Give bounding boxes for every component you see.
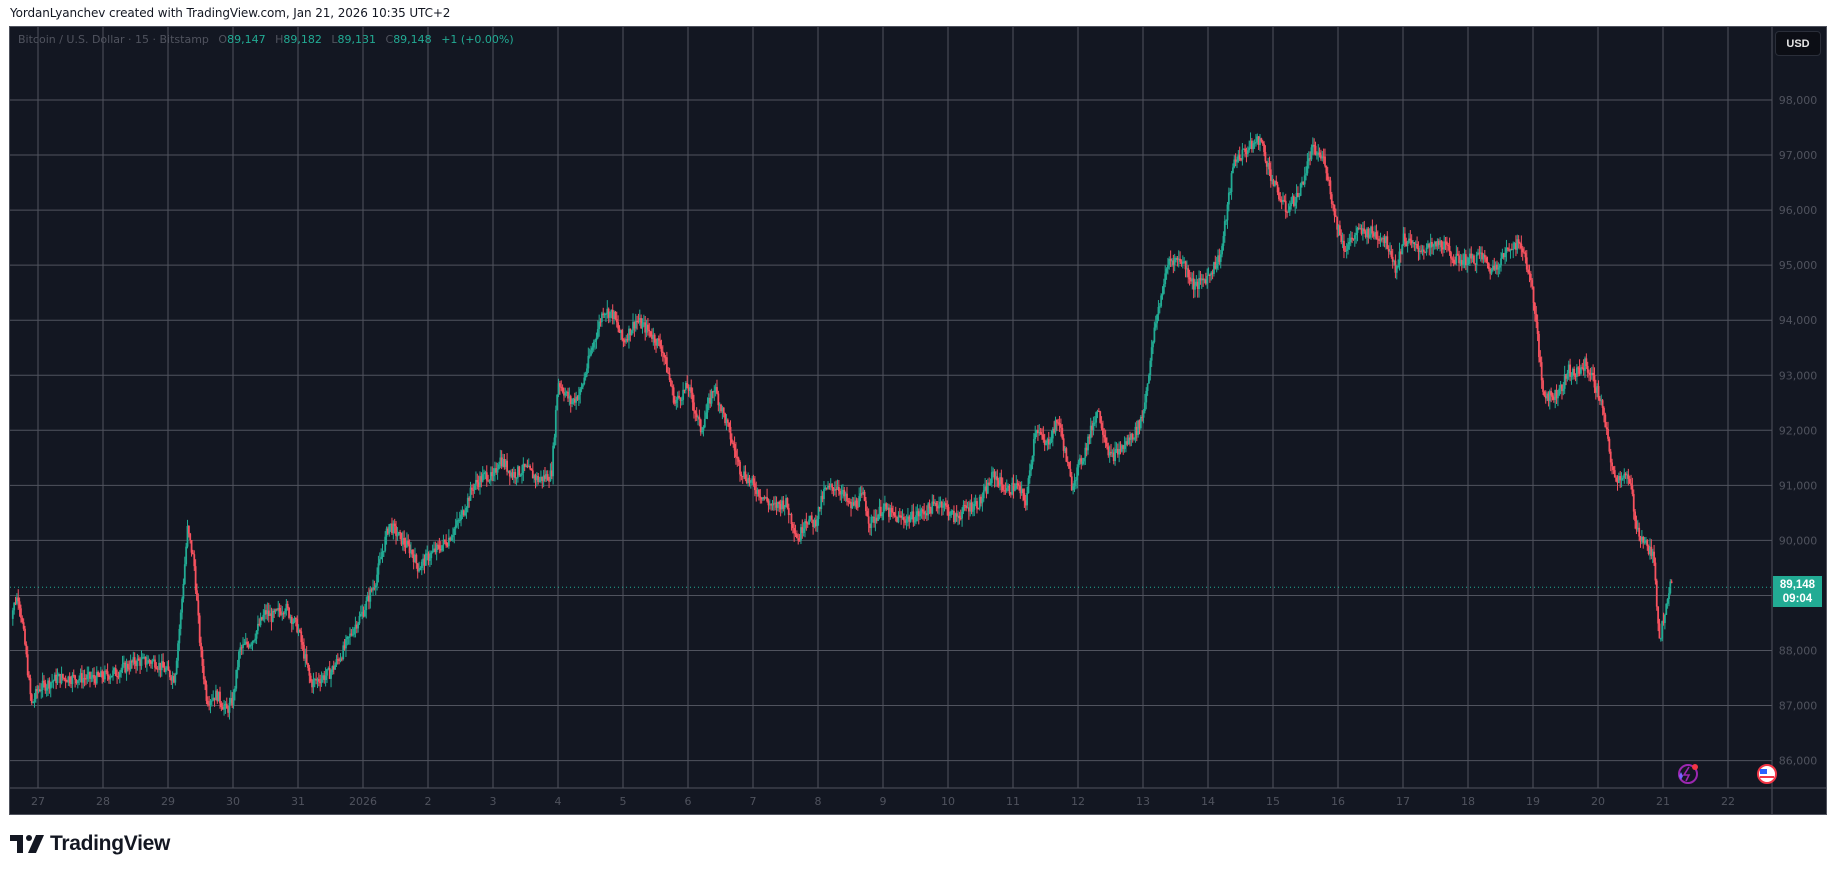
price-axis-label: 90,000 [1779,534,1818,547]
time-axis-label: 17 [1396,795,1410,808]
time-axis-label: 2026 [349,795,377,808]
time-axis-label: 9 [880,795,887,808]
time-axis-label: 29 [161,795,175,808]
time-axis-label: 13 [1136,795,1150,808]
time-axis-label: 19 [1526,795,1540,808]
price-axis-label: 97,000 [1779,149,1818,162]
price-axis-label: 92,000 [1779,424,1818,437]
symbol-label: Bitcoin / U.S. Dollar · 15 · Bitstamp [18,33,209,46]
time-axis-label: 21 [1656,795,1670,808]
price-axis-label: 86,000 [1779,755,1818,768]
time-axis-label: 11 [1006,795,1020,808]
time-axis-label: 20 [1591,795,1605,808]
time-axis-label: 14 [1201,795,1215,808]
close-key: C [385,33,394,46]
low-value: 89,131 [337,33,377,46]
time-axis-label: 15 [1266,795,1280,808]
bar-countdown: 09:04 [1782,593,1813,605]
price-axis-label: 87,000 [1779,700,1818,713]
last-price-tag: 89,148 09:04 [1773,576,1822,607]
tradingview-logo-icon [10,835,44,853]
time-axis-label: 27 [31,795,45,808]
candlesticks [11,132,1673,720]
time-axis-label: 2 [425,795,432,808]
last-price-value: 89,148 [1779,579,1816,591]
ai-event-icon[interactable] [1678,764,1698,784]
time-axis-label: 10 [941,795,955,808]
time-axis-label: 6 [685,795,692,808]
price-axis-label: 96,000 [1779,204,1818,217]
time-axis[interactable]: 27 28 29 30 31 2026 2 3 4 5 6 7 8 9 10 11 12 13 14 15 16 17 18… [31,795,1735,808]
time-axis-label: 12 [1071,795,1085,808]
time-axis-label: 30 [226,795,240,808]
brand-name: TradingView [50,832,171,855]
high-value: 89,182 [283,33,322,46]
open-key: O [218,33,228,46]
price-axis-label: 93,000 [1779,369,1818,382]
chart-legend: Bitcoin / U.S. Dollar · 15 · Bitstamp O8… [18,33,514,46]
time-axis-label: 22 [1721,795,1735,808]
time-axis-label: 4 [555,795,562,808]
currency-button[interactable]: USD [1775,31,1821,56]
price-axis-label: 95,000 [1779,259,1818,272]
time-axis-label: 8 [815,795,822,808]
price-axis[interactable]: 86,00087,00088,00089,00090,00091,00092,0… [1779,94,1818,768]
time-axis-label: 28 [96,795,110,808]
chart-credit: YordanLyanchev created with TradingView.… [10,6,451,20]
gridlines [10,27,1772,788]
time-axis-label: 18 [1461,795,1475,808]
time-axis-label: 31 [291,795,305,808]
tradingview-logo[interactable]: TradingView [10,832,170,856]
time-axis-label: 16 [1331,795,1345,808]
us-flag-economic-event-icon[interactable] [1757,764,1777,784]
price-axis-label: 94,000 [1779,314,1818,327]
open-value: 89,147 [227,33,266,46]
high-key: H [275,33,284,46]
change-value: +1 (+0.00%) [441,33,514,46]
price-axis-label: 98,000 [1779,94,1818,107]
time-axis-label: 7 [750,795,757,808]
time-axis-label: 3 [490,795,497,808]
low-key: L [331,33,338,46]
price-axis-label: 91,000 [1779,479,1818,492]
time-axis-label: 5 [620,795,627,808]
close-value: 89,148 [393,33,432,46]
price-axis-label: 88,000 [1779,645,1818,658]
